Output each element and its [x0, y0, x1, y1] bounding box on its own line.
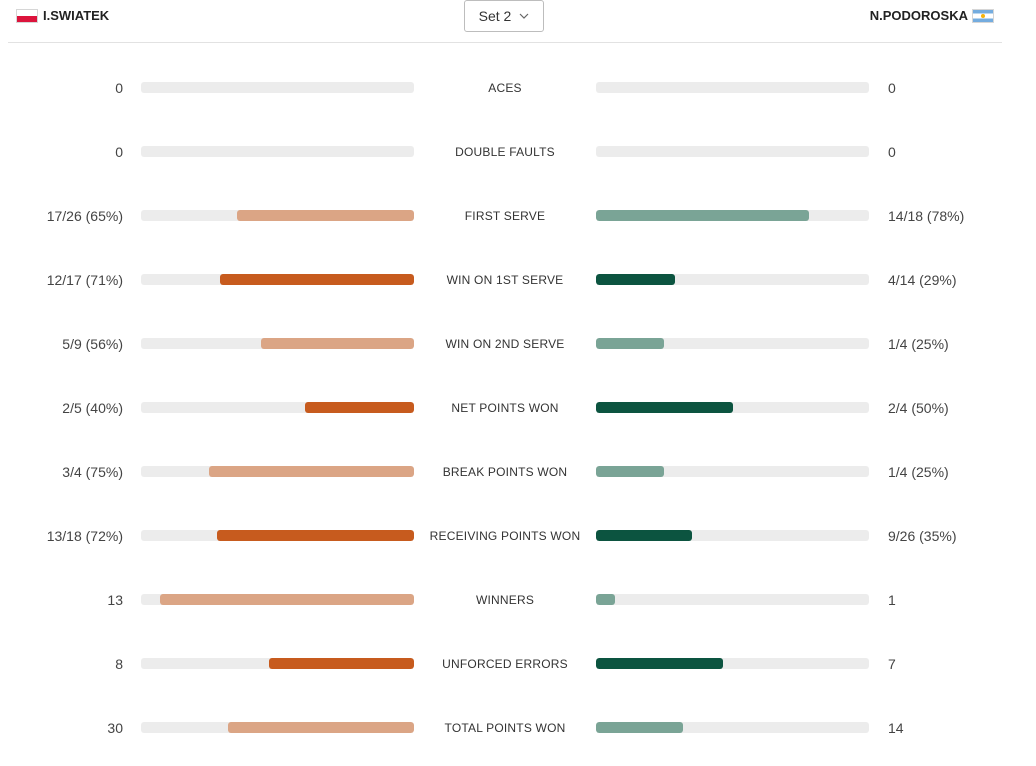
player1-stat-value: 0: [115, 144, 123, 160]
player1-stat-bar-fill: [268, 658, 414, 669]
player1-stat-bar-fill: [217, 530, 414, 541]
player1-stat-bar: [141, 594, 414, 605]
poland-flag-icon: [16, 8, 38, 23]
player1-name: I.SWIATEK: [43, 8, 110, 23]
player1-stat-bar: [141, 82, 414, 93]
stat-row: 0 ACES 0: [0, 78, 1036, 98]
player1-stat-bar-fill: [160, 594, 414, 605]
player1-stat-bar: [141, 210, 414, 221]
stat-row: 8 UNFORCED ERRORS 7: [0, 654, 1036, 674]
player1-stat-bar: [141, 146, 414, 157]
stat-row: 3/4 (75%) BREAK POINTS WON 1/4 (25%): [0, 462, 1036, 482]
player1-stat-bar: [141, 658, 414, 669]
player2-stat-value: 4/14 (29%): [888, 272, 957, 288]
player2-stat-bar-fill: [596, 274, 676, 285]
player2-stat-bar-fill: [596, 402, 733, 413]
stat-label: NET POINTS WON: [451, 401, 559, 415]
stat-label: WIN ON 1ST SERVE: [446, 273, 564, 287]
stat-label: RECEIVING POINTS WON: [429, 529, 581, 543]
player1-stat-value: 5/9 (56%): [62, 336, 123, 352]
player1-stat-value: 30: [107, 720, 123, 736]
player1-stat-bar-fill: [209, 466, 414, 477]
player1-stat-bar-fill: [227, 722, 414, 733]
stat-label: WINNERS: [475, 593, 535, 607]
player1-stat-bar-fill: [261, 338, 414, 349]
player1-stat-bar-fill: [304, 402, 414, 413]
player2-stat-bar: [596, 722, 869, 733]
player2-stat-value: 1: [888, 592, 896, 608]
player2-stat-value: 14: [888, 720, 904, 736]
stat-row: 13/18 (72%) RECEIVING POINTS WON 9/26 (35%…: [0, 526, 1036, 546]
player1-stat-bar: [141, 530, 414, 541]
player2-stat-value: 0: [888, 144, 896, 160]
player2-stat-value: 7: [888, 656, 896, 672]
match-stats-header: I.SWIATEK Set 2 N.PODOROSKA: [8, 0, 1002, 43]
player1-stat-bar: [141, 402, 414, 413]
player1-stat-value: 0: [115, 80, 123, 96]
player2-stat-bar-fill: [596, 338, 665, 349]
stat-row: 2/5 (40%) NET POINTS WON 2/4 (50%): [0, 398, 1036, 418]
player1-stat-value: 13: [107, 592, 123, 608]
player2-stat-bar: [596, 594, 869, 605]
player2-stat-value: 1/4 (25%): [888, 336, 949, 352]
stat-row: 30 TOTAL POINTS WON 14: [0, 718, 1036, 738]
player2-stat-bar: [596, 210, 869, 221]
stat-label: TOTAL POINTS WON: [444, 721, 566, 735]
player2-stat-bar: [596, 338, 869, 349]
player1-stat-bar-fill: [220, 274, 414, 285]
player2-stat-bar-fill: [596, 594, 616, 605]
player1-stat-bar: [141, 722, 414, 733]
player2-stat-bar: [596, 658, 869, 669]
player1-stat-value: 3/4 (75%): [62, 464, 123, 480]
stat-label: BREAK POINTS WON: [442, 465, 568, 479]
stat-row: 17/26 (65%) FIRST SERVE 14/18 (78%): [0, 206, 1036, 226]
stat-label: UNFORCED ERRORS: [442, 657, 568, 671]
player1-stat-bar: [141, 274, 414, 285]
player2-stat-bar: [596, 402, 869, 413]
player2-stat-bar-fill: [596, 210, 809, 221]
player2-stat-bar-fill: [596, 722, 683, 733]
player1-stat-value: 8: [115, 656, 123, 672]
stat-label: FIRST SERVE: [464, 209, 546, 223]
player1-stat-value: 17/26 (65%): [46, 208, 123, 224]
player1-header: I.SWIATEK: [16, 8, 109, 23]
argentina-flag-icon: [972, 8, 994, 23]
player2-stat-bar-fill: [596, 466, 665, 477]
player2-stat-bar-fill: [596, 658, 724, 669]
stat-label: WIN ON 2ND SERVE: [445, 337, 565, 351]
chevron-down-icon: [519, 13, 529, 19]
player2-stat-bar-fill: [596, 530, 692, 541]
player2-stat-value: 9/26 (35%): [888, 528, 957, 544]
set-selector-label: Set 2: [478, 8, 512, 24]
player2-stat-bar: [596, 82, 869, 93]
player2-stat-value: 14/18 (78%): [888, 208, 965, 224]
stat-label: ACES: [488, 81, 522, 95]
set-selector-dropdown[interactable]: Set 2: [464, 0, 544, 32]
player1-stat-bar-fill: [236, 210, 414, 221]
player2-header: N.PODOROSKA: [870, 8, 994, 23]
player1-stat-value: 13/18 (72%): [46, 528, 123, 544]
stat-row: 0 DOUBLE FAULTS 0: [0, 142, 1036, 162]
player2-stat-value: 0: [888, 80, 896, 96]
stat-row: 13 WINNERS 1: [0, 590, 1036, 610]
player1-stat-bar: [141, 466, 414, 477]
player2-stat-value: 1/4 (25%): [888, 464, 949, 480]
player2-stat-bar: [596, 146, 869, 157]
player2-stat-bar: [596, 466, 869, 477]
stat-row: 5/9 (56%) WIN ON 2ND SERVE 1/4 (25%): [0, 334, 1036, 354]
player1-stat-bar: [141, 338, 414, 349]
stat-row: 12/17 (71%) WIN ON 1ST SERVE 4/14 (29%): [0, 270, 1036, 290]
player1-stat-value: 2/5 (40%): [62, 400, 123, 416]
player2-stat-bar: [596, 530, 869, 541]
player2-stat-value: 2/4 (50%): [888, 400, 949, 416]
stat-label: DOUBLE FAULTS: [455, 145, 555, 159]
player2-name: N.PODOROSKA: [869, 8, 968, 23]
player2-stat-bar: [596, 274, 869, 285]
player1-stat-value: 12/17 (71%): [46, 272, 123, 288]
